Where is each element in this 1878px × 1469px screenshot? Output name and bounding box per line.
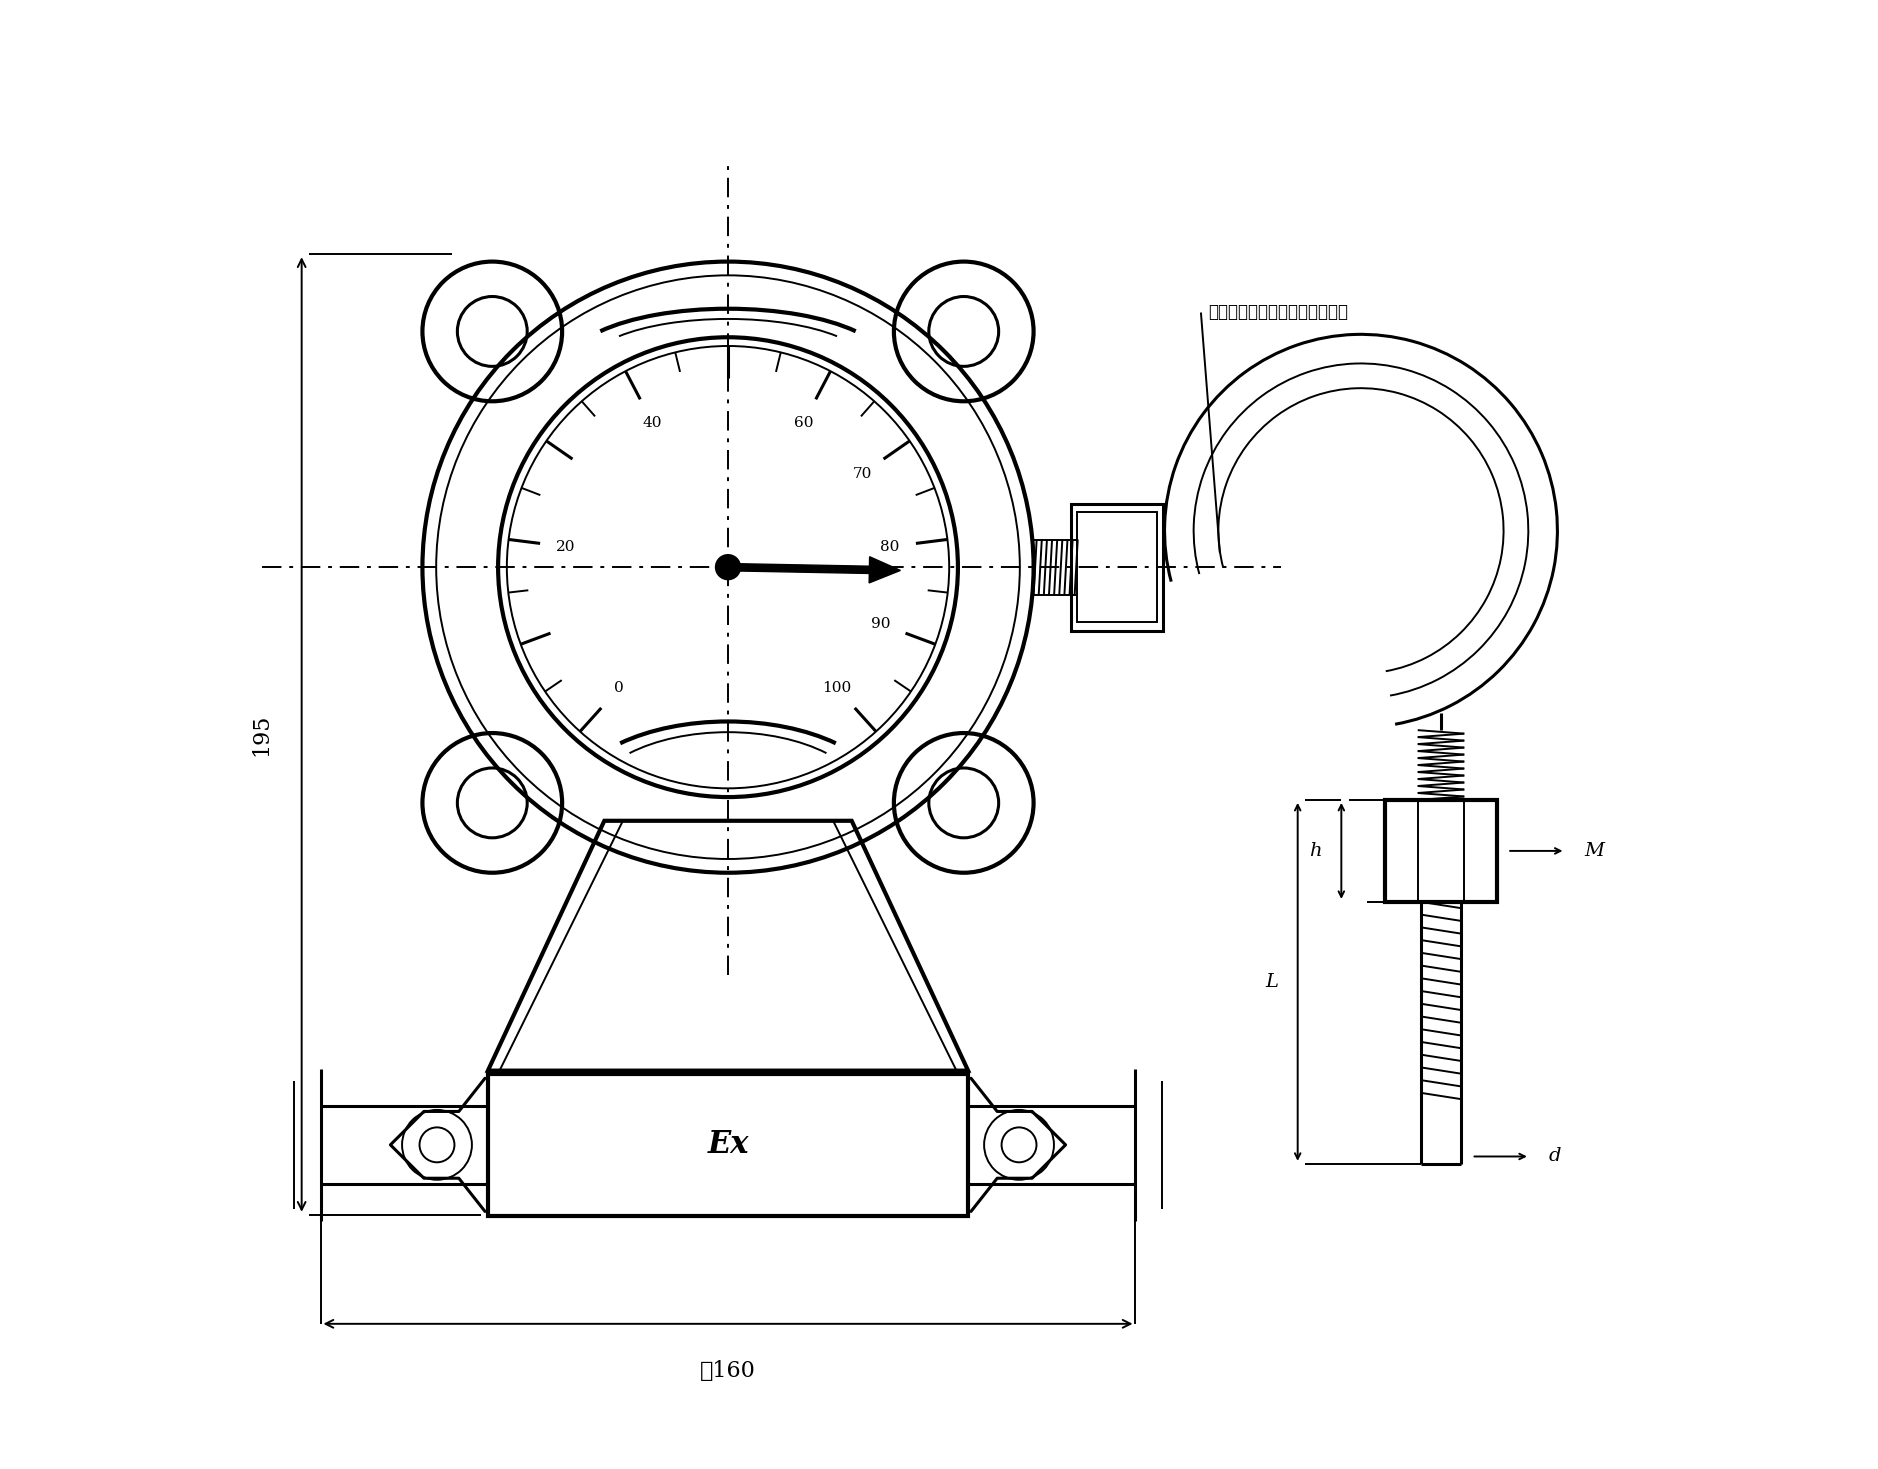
- Bar: [1384, 801, 1497, 902]
- Text: 80: 80: [881, 539, 900, 554]
- Text: L: L: [1266, 972, 1279, 992]
- FancyArrow shape: [729, 557, 900, 583]
- Text: h: h: [1309, 842, 1322, 859]
- Text: 約160: 約160: [700, 1360, 757, 1382]
- Text: d: d: [1549, 1147, 1561, 1165]
- Circle shape: [716, 555, 740, 579]
- Bar: [1072, 504, 1162, 630]
- Text: 100: 100: [823, 682, 853, 695]
- Text: 40: 40: [642, 416, 663, 429]
- Text: 60: 60: [794, 416, 813, 429]
- Bar: [488, 1074, 967, 1216]
- Text: 0: 0: [614, 682, 623, 695]
- Bar: [1078, 511, 1157, 623]
- Text: 70: 70: [853, 467, 871, 480]
- Text: Ex: Ex: [708, 1130, 749, 1161]
- Text: 90: 90: [871, 617, 890, 632]
- Text: 引線長度（用戶根据需要自定）: 引線長度（用戶根据需要自定）: [1208, 304, 1348, 322]
- Text: M: M: [1585, 842, 1604, 859]
- Text: 20: 20: [556, 539, 577, 554]
- Text: 195: 195: [250, 714, 272, 755]
